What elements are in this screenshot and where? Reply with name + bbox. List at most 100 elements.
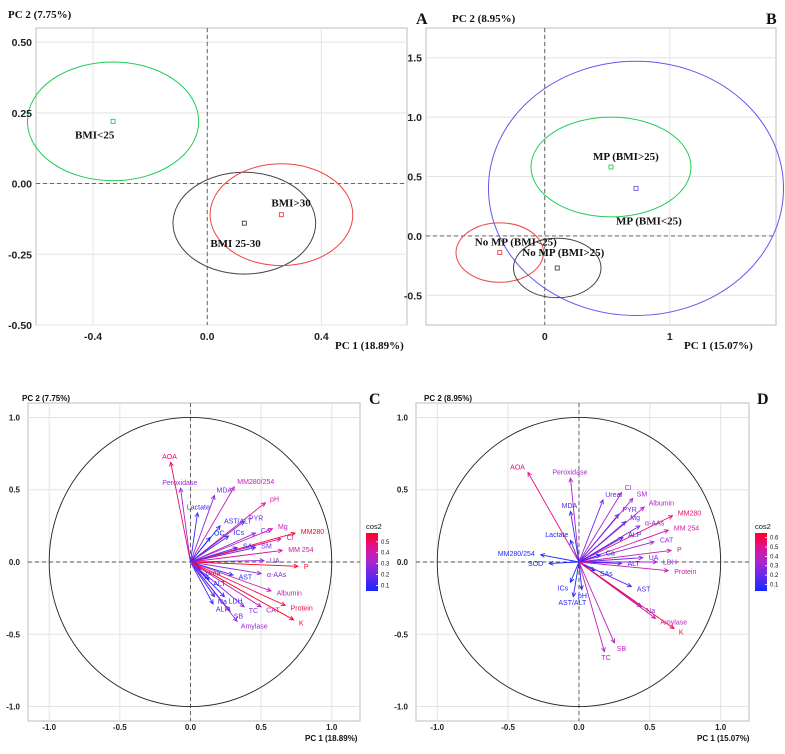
arrow-head xyxy=(239,602,245,608)
panel-b-points: MP (BMI>25) MP (BMI<25) No MP (BMI<25)No M… xyxy=(475,151,682,271)
arrow-label: LDH xyxy=(663,560,677,567)
arrow-shaft xyxy=(190,495,215,563)
arrow-head xyxy=(276,537,282,543)
arrow-shaft xyxy=(190,560,264,563)
panel-c-xlabel: PC 1 (18.89%) xyxy=(305,734,358,743)
legend-tick-label: 0.5 xyxy=(381,540,390,546)
arrow-label: PYR xyxy=(249,515,263,522)
arrow-label: P xyxy=(677,547,682,554)
x-tick-label: -0.5 xyxy=(501,723,515,732)
group-label-mp-bmigt25: MP (BMI>25) xyxy=(593,151,659,163)
arrow-label: CAT xyxy=(266,608,280,615)
x-tick-label: 1.0 xyxy=(715,723,727,732)
arrow-label: Protein xyxy=(674,569,696,576)
arrow-shaft xyxy=(578,549,672,563)
arrow-head xyxy=(228,571,234,577)
arrow-head xyxy=(539,553,546,558)
panel-a-ticks: -0.4 0.0 0.4 -0.50 -0.25 0.00 0.25 0.50 xyxy=(8,37,329,343)
arrow-shaft xyxy=(578,561,605,652)
arrow-oc: OC xyxy=(190,530,225,563)
arrow-label: Amylase xyxy=(660,619,687,626)
arrow-label: Lactate xyxy=(545,532,568,539)
group-label-mp-bmilt25: MP (BMI<25) xyxy=(616,215,682,227)
arrow-head xyxy=(267,528,274,533)
arrow-aoa: AOA xyxy=(510,465,580,563)
arrow-mg: Mg xyxy=(578,515,640,563)
y-tick-label: 0.00 xyxy=(12,179,33,191)
arrow-label: Lactate xyxy=(187,504,210,511)
panel-c-ylabel: PC 2 (7.75%) xyxy=(22,394,70,403)
y-tick-label: 1.0 xyxy=(407,112,422,124)
arrow-head xyxy=(209,599,214,605)
arrow-p: P xyxy=(190,561,309,571)
arrow-label: Na xyxy=(646,608,655,615)
centroid-mp-bmigt25 xyxy=(608,164,614,170)
arrow-head xyxy=(652,559,658,565)
y-tick-label: -1.0 xyxy=(6,703,20,712)
arrow-head xyxy=(232,616,238,623)
ellipse-bmigt30 xyxy=(209,163,354,267)
arrow-peroxidase: Peroxidase xyxy=(162,480,197,563)
arrow-label: Amylase xyxy=(241,623,268,630)
arrow-head xyxy=(663,567,670,573)
arrow-label: PYR xyxy=(622,507,636,514)
arrow-label: AST xyxy=(239,574,253,581)
centroid-mp-bmilt25 xyxy=(633,185,639,191)
arrow-shaft xyxy=(578,515,673,563)
arrow-head xyxy=(617,560,623,566)
arrow-label: MM280/254 xyxy=(498,551,535,558)
arrow-mm-254: MM 254 xyxy=(190,547,314,563)
arrow-alp: ALP xyxy=(578,532,642,563)
panel-b-letter: B xyxy=(766,11,777,28)
y-tick-label: -0.5 xyxy=(394,630,408,639)
arrow-head xyxy=(569,577,575,584)
group-label-bmigt30: BMI>30 xyxy=(271,198,311,210)
arrow-head xyxy=(638,555,644,561)
arrow-shaft xyxy=(190,486,235,563)
panel-c-letter: C xyxy=(369,391,381,408)
arrow-head xyxy=(169,461,174,467)
unit-circle xyxy=(436,417,722,707)
x-tick-label: 1.0 xyxy=(326,723,338,732)
arrow-shaft xyxy=(190,528,273,563)
arrow-pyr: PYR xyxy=(578,507,637,563)
arrow-head xyxy=(250,546,257,551)
arrow-label: SM xyxy=(637,491,648,498)
arrow-head xyxy=(205,536,211,542)
legend-tick-label: 0.2 xyxy=(770,573,779,579)
arrow-head xyxy=(277,548,284,554)
arrow-label: MDA xyxy=(562,503,578,510)
arrow-label: AOA xyxy=(510,465,525,472)
arrow-head xyxy=(256,602,262,608)
arrow-ci: CI xyxy=(578,485,632,563)
arrow-label: MM280/254 xyxy=(237,479,274,486)
legend-tick-label: 0.5 xyxy=(770,545,779,551)
arrow-head xyxy=(649,540,656,546)
arrow-sm: SM xyxy=(190,544,272,563)
arrow-label: Mg xyxy=(278,524,288,531)
arrow-label: Peroxidase xyxy=(162,480,197,487)
arrow-shaft xyxy=(578,561,583,590)
arrow-mg: Mg xyxy=(190,524,288,563)
arrow-shaft xyxy=(578,514,619,563)
ellipse-no-mp-bmigt25 xyxy=(513,237,602,299)
arrow-shaft xyxy=(190,561,233,576)
arrow-head xyxy=(215,525,221,531)
panel-c-correlation-circle xyxy=(48,417,333,707)
arrow-label: P xyxy=(304,564,309,571)
panel-c-arrows: AOA Peroxidase MDA MM280/254 pH Lactate AST/AL… xyxy=(162,454,324,631)
panel-b: MP (BMI>25) MP (BMI<25) No MP (BMI<25)No M… xyxy=(404,11,784,352)
arrow-label: CI xyxy=(625,485,632,492)
arrow-label: MM280 xyxy=(678,511,701,518)
panel-d-xlabel: PC 1 (15.07%) xyxy=(697,734,750,743)
ellipse-bmi-25-30 xyxy=(172,171,317,275)
x-tick-label: -1.0 xyxy=(42,723,56,732)
panel-a-points: BMI<25 BMI 25-30 BMI>30 xyxy=(75,118,311,250)
arrow-shaft xyxy=(190,561,272,592)
panel-d-arrows: AOA Peroxidase CI SM Urea Albumin PYR MDA MM280 M… xyxy=(498,465,701,662)
arrow-shaft xyxy=(549,561,579,564)
arrow-label: K xyxy=(299,620,304,627)
arrow-shaft xyxy=(170,462,191,563)
arrow-label: MM 254 xyxy=(288,547,313,554)
